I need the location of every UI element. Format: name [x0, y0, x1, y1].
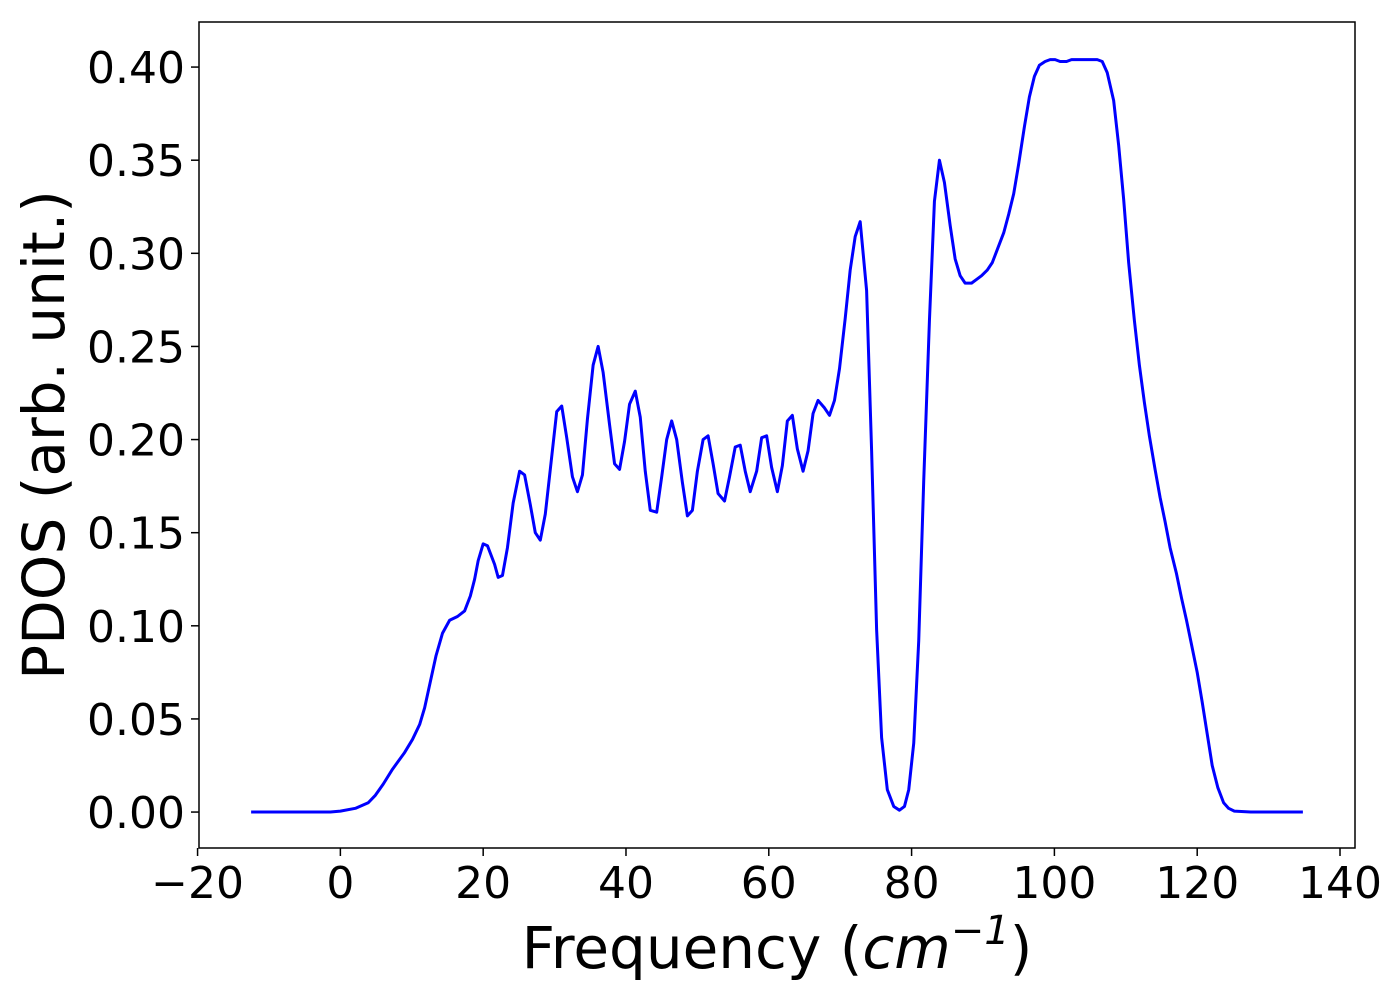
x-axis-label-part: −1 [951, 908, 1010, 954]
x-axis-label-part: ) [1010, 914, 1033, 982]
x-tick-label: 100 [1012, 858, 1096, 909]
y-tick-label: 0.30 [87, 229, 185, 280]
x-tick-label: 20 [455, 858, 511, 909]
y-tick-label: 0.05 [87, 695, 185, 746]
y-tick-label: 0.20 [87, 416, 185, 467]
x-tick-label: 120 [1155, 858, 1239, 909]
y-tick-label: 0.40 [87, 43, 185, 94]
y-tick-label: 0.35 [87, 136, 185, 187]
x-axis-label-part: Frequency ( [522, 914, 863, 982]
x-tick-label: −20 [151, 858, 244, 909]
y-tick-label: 0.00 [87, 788, 185, 839]
x-tick-label: 60 [741, 858, 797, 909]
x-tick-label: 80 [884, 858, 940, 909]
y-axis-label: PDOS (arb. unit.) [10, 190, 78, 680]
x-axis-label: Frequency (cm−1) [522, 908, 1033, 982]
y-tick-label: 0.15 [87, 509, 185, 560]
data-line [251, 58, 1303, 814]
x-tick-label: 0 [326, 858, 354, 909]
x-tick-label: 140 [1298, 858, 1382, 909]
x-axis-label-part: cm [862, 914, 950, 982]
x-tick-label: 40 [598, 858, 654, 909]
plot-frame [198, 21, 1356, 849]
y-tick-label: 0.25 [87, 322, 185, 373]
y-tick-label: 0.10 [87, 602, 185, 653]
